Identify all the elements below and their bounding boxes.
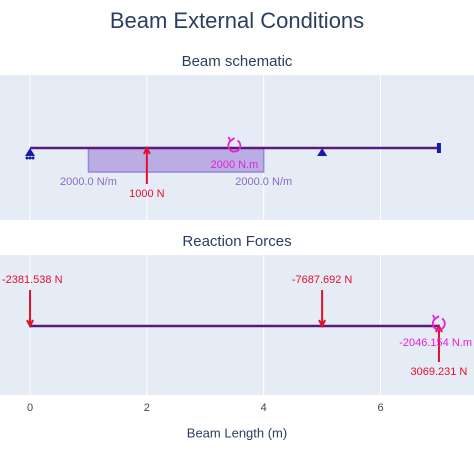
x-tick-label: 0 xyxy=(27,402,33,414)
load-label: 3069.231 N xyxy=(411,366,468,378)
chart-title: Beam External Conditions xyxy=(110,8,364,33)
point-load xyxy=(142,145,151,184)
load-label: 2000.0 N/m xyxy=(235,176,292,188)
moment-label: -2046.154 N.m xyxy=(399,337,472,349)
fixed-support xyxy=(436,143,441,153)
load-label: 1000 N xyxy=(129,188,165,200)
moment xyxy=(227,136,242,153)
point-load xyxy=(318,290,327,329)
x-axis-label: Beam Length (m) xyxy=(187,425,287,440)
load-label: -7687.692 N xyxy=(292,274,353,286)
moment-label: 2000 N.m xyxy=(211,159,259,171)
x-tick-label: 6 xyxy=(377,402,383,414)
roller-support xyxy=(317,148,328,156)
load-label: 2000.0 N/m xyxy=(60,176,117,188)
subplot-title: Beam schematic xyxy=(182,53,293,70)
x-tick-label: 4 xyxy=(261,402,267,414)
subplot-title: Reaction Forces xyxy=(182,233,291,250)
moment xyxy=(431,314,446,331)
pin-support xyxy=(25,148,36,160)
load-label: -2381.538 N xyxy=(2,274,63,286)
point-load xyxy=(26,290,34,329)
x-tick-label: 2 xyxy=(144,402,150,414)
